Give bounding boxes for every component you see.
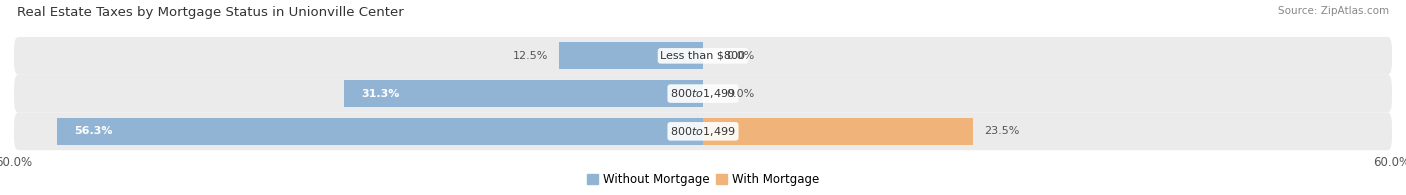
FancyBboxPatch shape [14, 37, 1392, 75]
Legend: Without Mortgage, With Mortgage: Without Mortgage, With Mortgage [582, 168, 824, 191]
Text: $800 to $1,499: $800 to $1,499 [671, 87, 735, 100]
Text: Less than $800: Less than $800 [661, 51, 745, 61]
Text: 12.5%: 12.5% [513, 51, 548, 61]
Text: 31.3%: 31.3% [361, 89, 399, 99]
Text: 23.5%: 23.5% [984, 126, 1019, 136]
Bar [343, 80, 703, 107]
Text: 0.0%: 0.0% [725, 51, 754, 61]
Bar [560, 42, 703, 69]
Text: Source: ZipAtlas.com: Source: ZipAtlas.com [1278, 6, 1389, 16]
Bar [56, 118, 703, 145]
Text: $800 to $1,499: $800 to $1,499 [671, 125, 735, 138]
Bar [703, 118, 973, 145]
FancyBboxPatch shape [14, 113, 1392, 150]
Text: 56.3%: 56.3% [73, 126, 112, 136]
Text: Real Estate Taxes by Mortgage Status in Unionville Center: Real Estate Taxes by Mortgage Status in … [17, 6, 404, 19]
FancyBboxPatch shape [14, 75, 1392, 113]
Text: 0.0%: 0.0% [725, 89, 754, 99]
